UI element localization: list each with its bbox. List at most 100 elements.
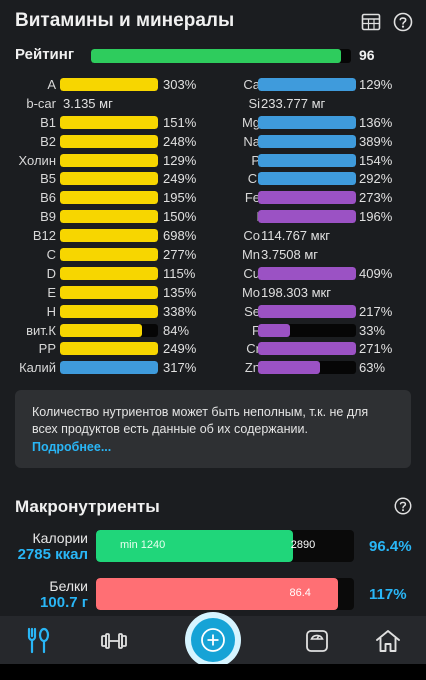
nutrient-row: E 135%: [0, 284, 200, 303]
macro-percent: 117%: [369, 586, 407, 603]
info-text: Количество нутриентов может быть неполны…: [32, 405, 369, 436]
macro-percent: 96.4%: [369, 538, 412, 555]
nutrient-amount: 233.777 мг: [261, 95, 326, 111]
nutrient-name: B9: [40, 209, 56, 225]
nutrient-name: Fe: [244, 190, 260, 206]
macros-title: Макронутриенты: [15, 497, 160, 516]
nutrient-bar-fill: [258, 361, 320, 375]
nutrient-row: A 303%: [0, 76, 200, 95]
nutrient-name: D: [46, 265, 56, 281]
nutrient-bar-fill: [60, 285, 158, 299]
nutrient-row: P 154%: [212, 152, 412, 171]
add-button[interactable]: [191, 618, 235, 662]
nutrient-percent: 195%: [163, 190, 197, 206]
nutrient-bar-fill: [60, 210, 158, 224]
nutrient-row: PP 249%: [0, 340, 200, 359]
nutrient-name: Холин: [18, 152, 57, 168]
nutrient-bar-fill: [258, 304, 356, 318]
nutrient-name: B6: [40, 190, 56, 206]
nutrient-bar-fill: [258, 115, 356, 129]
home-icon[interactable]: [368, 624, 408, 658]
macro-target-label: 2890: [290, 539, 316, 551]
nutrient-percent: 317%: [163, 360, 197, 376]
nutrient-bar: [60, 342, 158, 356]
nutrient-bar: [60, 115, 158, 129]
nutrient-row: Ca 129%: [212, 76, 412, 95]
nutrient-name: F: [252, 322, 260, 338]
nutrient-percent: 249%: [163, 341, 197, 357]
nutrient-bar-fill: [60, 323, 143, 337]
nutrient-row: B12 698%: [0, 227, 200, 246]
help-icon[interactable]: [393, 496, 413, 516]
nutrient-name: Cr: [246, 341, 260, 357]
header: Витамины и минералы: [0, 0, 426, 42]
nutrient-row: Cr 271%: [212, 340, 412, 359]
nutrient-bar: [60, 153, 158, 167]
nutrient-bar: [258, 115, 356, 129]
macro-row: Калории 2785 ккал min 1240 2890 96.4%: [0, 530, 426, 570]
table-icon[interactable]: [360, 11, 382, 33]
nutrient-percent: 129%: [359, 77, 393, 92]
macro-bar-fill: [96, 578, 338, 610]
nutrient-row: B2 248%: [0, 133, 200, 152]
add-icon: [201, 628, 225, 652]
nutrients-right-column: Ca 129% Si 233.777 мг Mg 136% Na 389% P 154% Cl 292…: [212, 76, 412, 378]
nutrient-row: I196%: [212, 208, 412, 227]
scale-icon[interactable]: [297, 624, 337, 658]
nutrient-row: Mg 136%: [212, 114, 412, 133]
macro-amount: 2785 ккал: [17, 546, 88, 563]
nutrient-percent: 154%: [359, 152, 393, 168]
nutrient-row: Si 233.777 мг: [212, 95, 412, 114]
nutrient-bar: [60, 191, 158, 205]
nutrient-row: B6 195%: [0, 189, 200, 208]
nutrient-row: Холин 129%: [0, 152, 200, 171]
nutrient-bar-fill: [258, 191, 356, 205]
nutrient-bar-fill: [60, 304, 158, 318]
nutrient-name: PP: [38, 341, 56, 357]
nutrient-bar-fill: [258, 323, 291, 337]
nutrient-bar-fill: [258, 342, 356, 356]
nutrient-name: Cl: [247, 171, 260, 187]
nutrient-bar: [258, 323, 356, 337]
nutrient-bar: [258, 361, 356, 375]
nutrient-name: Ca: [243, 77, 260, 92]
macro-target-label: 86.4: [289, 587, 311, 599]
utensils-icon[interactable]: [18, 624, 58, 658]
nutrient-bar-fill: [60, 229, 158, 243]
nutrient-amount: 3.135 мг: [63, 95, 113, 111]
macro-bar: 86.4: [96, 578, 354, 610]
nutrient-name: Mn: [241, 247, 260, 263]
nutrient-row: Cu 409%: [212, 265, 412, 284]
nutrient-percent: 33%: [359, 322, 386, 338]
nutrient-name: Se: [244, 303, 260, 319]
nutrient-bar: [258, 210, 356, 224]
dumbbell-icon[interactable]: [94, 624, 134, 658]
nutrient-row: Mn 3.7508 мг: [212, 246, 412, 265]
more-link[interactable]: Подробнее...: [32, 440, 112, 454]
nutrient-percent: 135%: [163, 284, 197, 300]
nutrient-percent: 196%: [359, 209, 393, 225]
nutrient-row: B9 150%: [0, 208, 200, 227]
nutrient-amount: 114.767 мкг: [261, 228, 331, 244]
macro-bar: min 1240 2890: [96, 530, 354, 562]
nutrient-name: B12: [32, 228, 56, 244]
nutrient-name: Na: [243, 133, 260, 149]
rating-label: Рейтинг: [15, 46, 75, 63]
nutrient-row: вит.К 84%: [0, 322, 200, 341]
nutrient-name: B2: [40, 133, 56, 149]
nutrient-row: Mo 198.303 мкг: [212, 284, 412, 303]
nutrient-row: B1 151%: [0, 114, 200, 133]
nutrient-amount: 198.303 мкг: [261, 284, 331, 300]
macro-row: Белки 100.7 г 86.4 117%: [0, 578, 426, 618]
nutrient-bar-fill: [60, 361, 158, 375]
nutrient-percent: 292%: [359, 171, 393, 187]
rating-bar: [91, 49, 351, 63]
nutrient-row: Se 217%: [212, 303, 412, 322]
nutrient-row: Калий 317%: [0, 359, 200, 378]
nutrient-row: Co 114.767 мкг: [212, 227, 412, 246]
nutrient-percent: 271%: [359, 341, 393, 357]
nutrient-percent: 136%: [359, 114, 393, 130]
help-icon[interactable]: [392, 11, 414, 33]
nutrient-name: Калий: [19, 360, 56, 376]
nutrient-bar: [60, 361, 158, 375]
